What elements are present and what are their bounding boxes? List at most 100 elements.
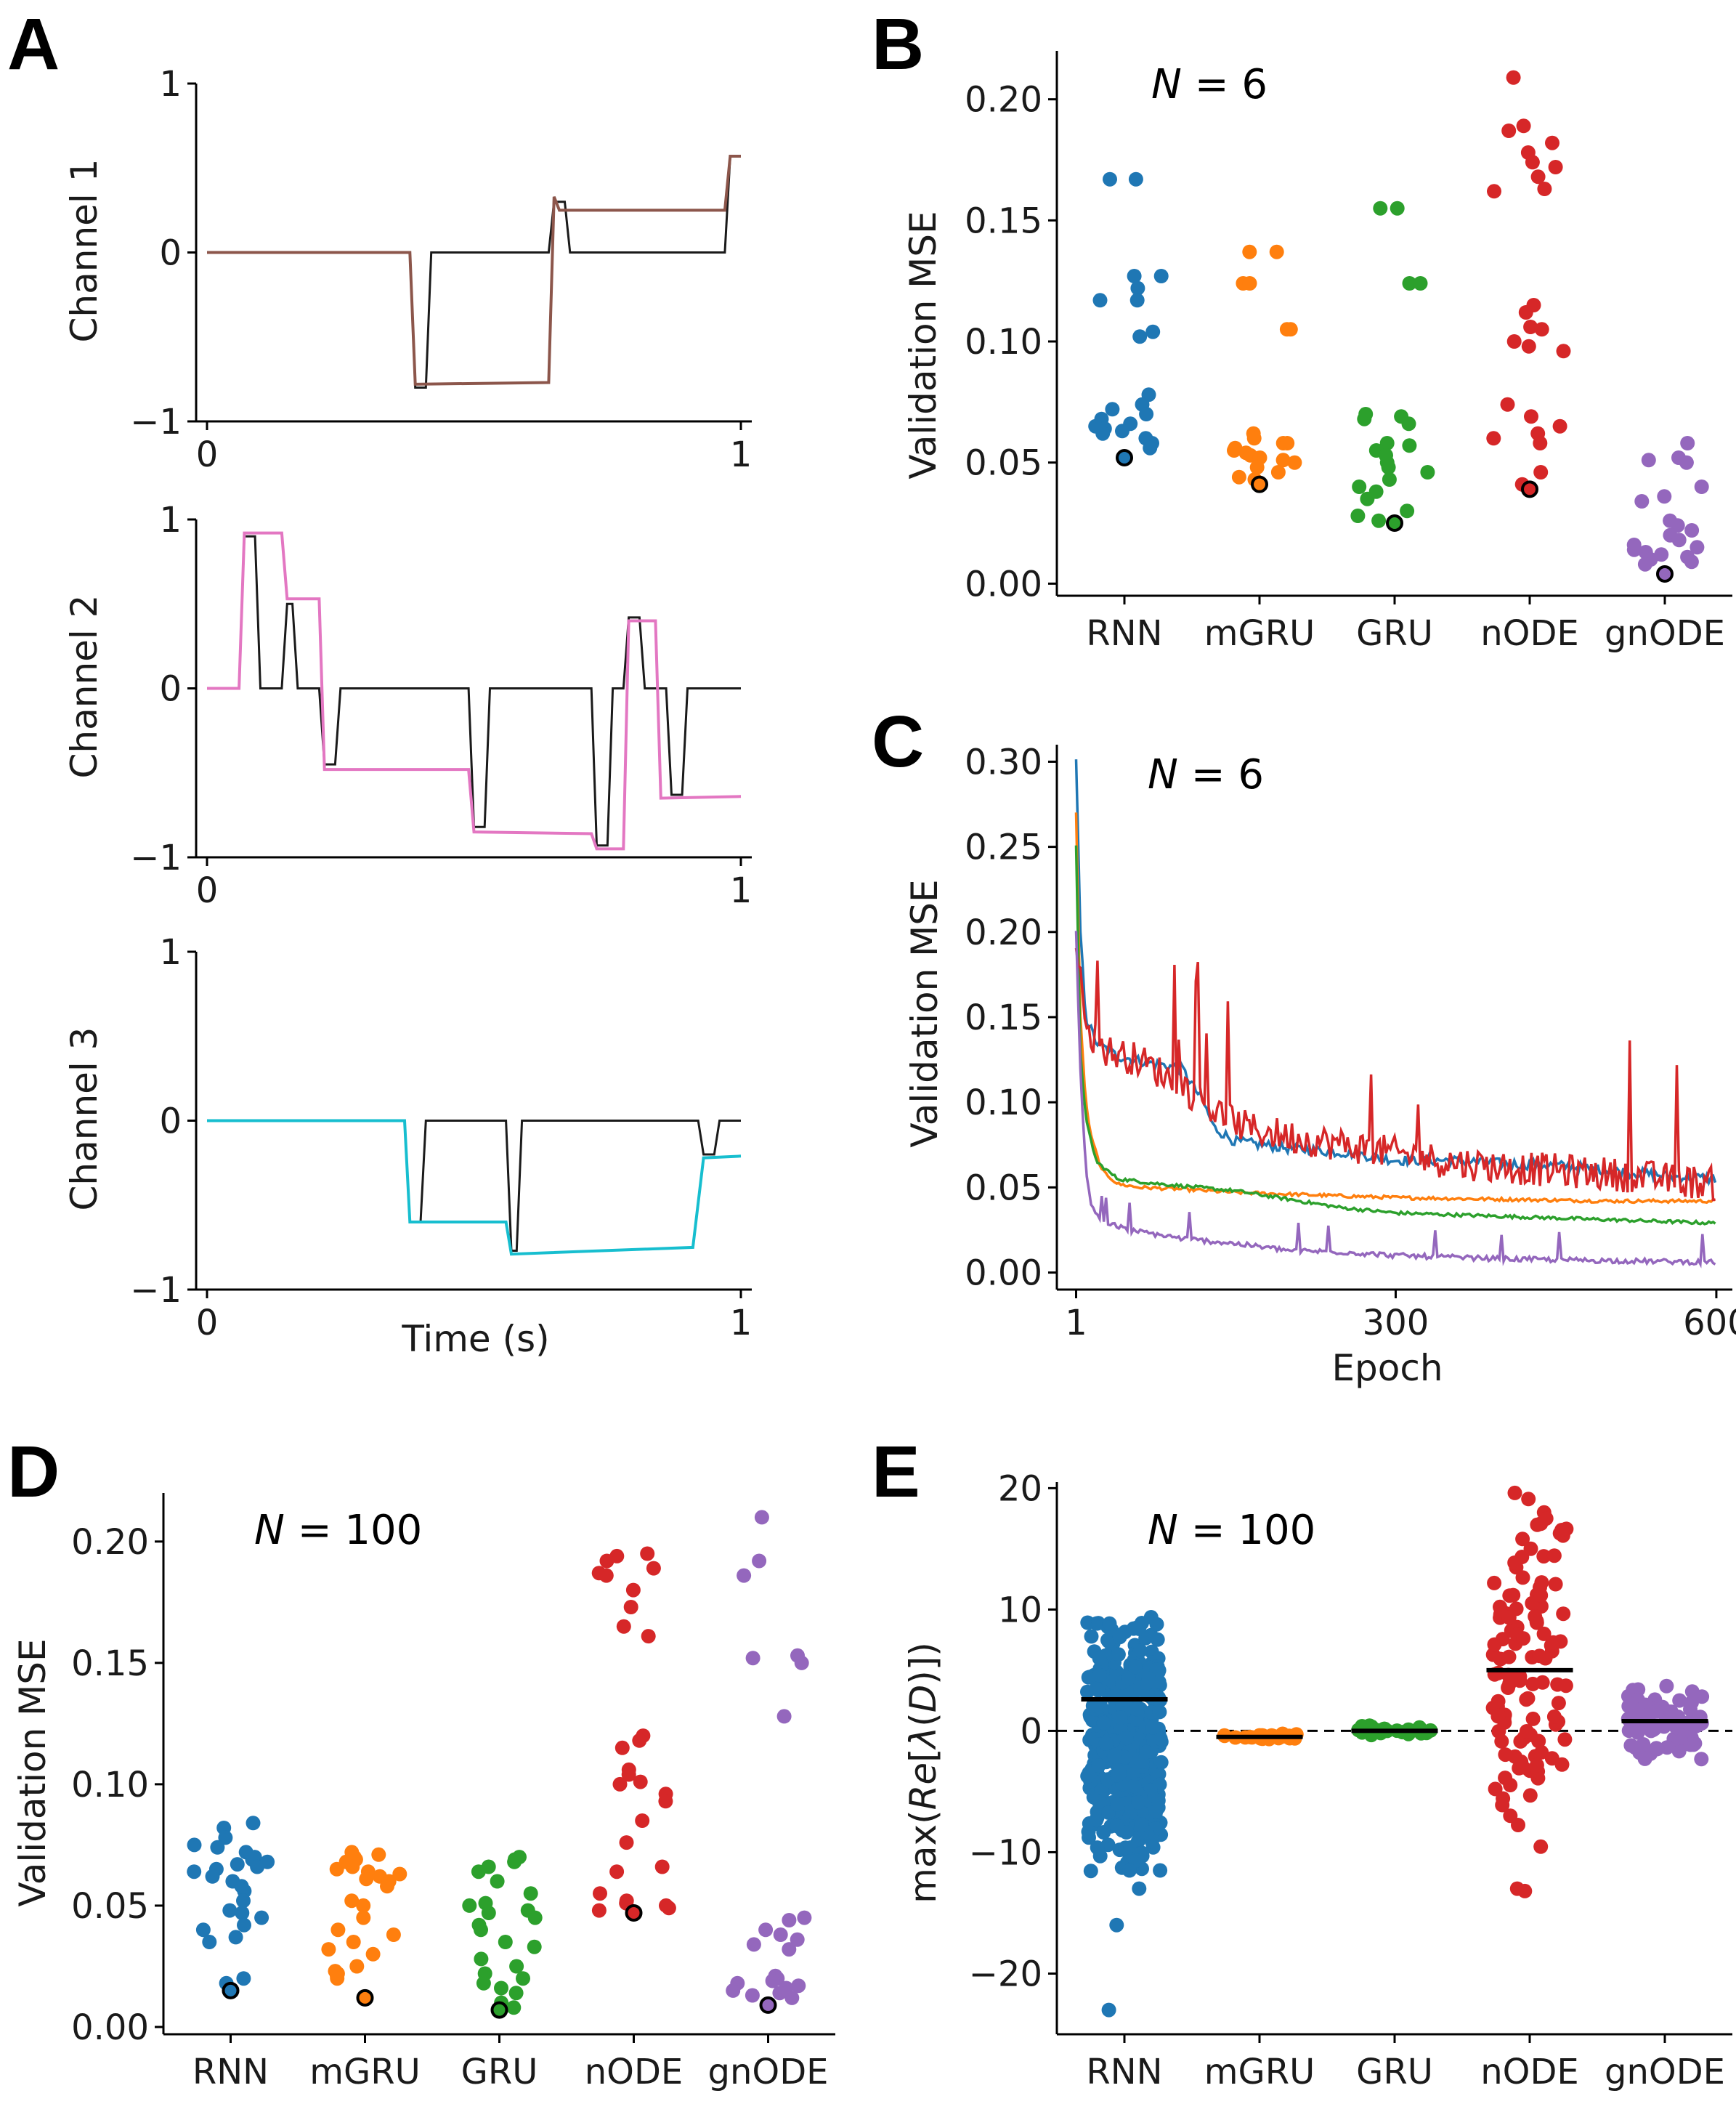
panel-d-y-tick-label: 0.10: [71, 1765, 149, 1805]
panel-b-point-rnn: [1132, 329, 1148, 344]
panel-b-point-node: [1545, 135, 1559, 150]
panel-d-point-node: [625, 1582, 641, 1598]
channel-y-tick-label: 1: [159, 64, 182, 105]
panel-e-point-gnode: [1686, 1737, 1701, 1752]
panel-e-outlier-rnn: [1122, 1863, 1137, 1878]
panel-e-point-gnode: [1636, 1737, 1651, 1752]
channel-x-tick-label: 0: [196, 870, 219, 911]
panel-e-point-gnode: [1621, 1723, 1636, 1739]
panel-b-point-mgru: [1231, 469, 1246, 485]
panel-e-point-rnn: [1110, 1797, 1124, 1812]
target-trace: [207, 535, 741, 847]
panel-e-point-rnn: [1153, 1755, 1169, 1770]
panel-b-point-gru: [1373, 201, 1388, 216]
panel-c-xlabel: Epoch: [1331, 1347, 1443, 1389]
panel-d-point-gnode: [790, 1932, 805, 1947]
panel-c-x-tick-label: 300: [1363, 1303, 1429, 1343]
panel-e-outlier-node: [1538, 1511, 1554, 1526]
panel-b-point-mgru: [1280, 436, 1295, 450]
panel-d-category-label: gnODE: [708, 2052, 829, 2092]
panel-d-point-node: [599, 1568, 614, 1583]
panel-d-point-gnode: [782, 1942, 797, 1957]
channel-x-tick-label: 0: [196, 1303, 219, 1343]
panel-d-point-gru: [498, 1935, 513, 1949]
panel-d-point-mgru: [380, 1879, 394, 1894]
panel-e-point-node: [1551, 1696, 1566, 1711]
panel-b-point-node: [1523, 320, 1538, 334]
panel-b-point-node: [1548, 160, 1563, 174]
panel-b-point-rnn: [1092, 293, 1108, 308]
panel-e-point-rnn: [1083, 1864, 1098, 1879]
panel-e-point-rnn: [1139, 1744, 1153, 1760]
panel-d-point-gnode: [772, 1986, 787, 2001]
panel-e-point-node: [1534, 1744, 1549, 1760]
panel-e-category-label: GRU: [1356, 2052, 1433, 2092]
panel-d-point-gnode: [745, 1651, 760, 1666]
panel-e-point-node: [1488, 1781, 1503, 1797]
panel-d-point-gnode: [791, 1978, 806, 1994]
panel-d-point-gru: [506, 2000, 522, 2015]
panel-e-point-node: [1525, 1676, 1541, 1691]
panel-e-category-label: gnODE: [1605, 2052, 1725, 2092]
panel-d-ylabel: Validation MSE: [12, 1638, 54, 1906]
panel-d-point-rnn: [237, 1917, 251, 1933]
panel-e-category-label: RNN: [1086, 2052, 1162, 2092]
panel-d-point-node: [658, 1794, 673, 1809]
panel-d-point-node: [632, 1733, 647, 1748]
panel-d-point-rnn: [246, 1816, 261, 1831]
panel-e-ylabel: max(Re[λ(D)]): [902, 1642, 944, 1903]
panel-d-point-node: [623, 1600, 638, 1614]
panel-b-y-tick-label: 0.15: [965, 201, 1042, 241]
panel-d-validation-mse-n100: N = 100 Validation MSE 0.00 0.05 0.10 0.15 0…: [12, 1493, 835, 2092]
panel-d-point-gnode: [776, 1709, 792, 1724]
panel-e-point-rnn: [1084, 1629, 1099, 1644]
panel-b-point-node: [1552, 418, 1567, 434]
panel-b-validation-mse-n6: N = 6 Validation MSE 0.00 0.05 0.10 0.15 0.2…: [902, 51, 1732, 654]
channel-1-plot: 1 0 −1 0 1 Channel 1: [63, 64, 752, 475]
panel-d-point-mgru: [359, 1872, 374, 1887]
panel-d-point-rnn: [236, 1971, 251, 1986]
panel-e-point-node: [1501, 1610, 1517, 1625]
panel-b-point-gru: [1371, 513, 1387, 528]
panel-d-point-gnode: [752, 1553, 767, 1569]
panel-e-point-node: [1519, 1724, 1534, 1739]
panel-d-point-gnode: [773, 1927, 788, 1942]
channel-ylabel: Channel 3: [63, 1027, 105, 1211]
panel-d-point-mgru: [365, 1946, 381, 1962]
panel-d-point-node: [616, 1619, 631, 1634]
panel-b-point-gru: [1402, 276, 1417, 291]
panel-d-point-gru: [474, 1922, 488, 1938]
panel-b-point-mgru: [1270, 465, 1286, 480]
panel-d-point-rnn: [205, 1869, 220, 1884]
panel-b-point-gru: [1381, 460, 1396, 475]
panel-e-point-node: [1556, 1606, 1571, 1622]
panel-b-point-rnn: [1153, 269, 1169, 283]
panel-d-point-rnn: [235, 1906, 250, 1920]
panel-e-y-tick-label: 20: [998, 1468, 1042, 1509]
panel-b-point-rnn: [1130, 280, 1145, 296]
panel-b-point-node: [1556, 344, 1571, 359]
panel-e-y-tick-label: −20: [969, 1954, 1042, 1994]
panel-e-category-label: nODE: [1480, 2052, 1579, 2092]
panel-e-point-gnode: [1650, 1741, 1665, 1757]
panel-e-point-node: [1546, 1635, 1561, 1650]
panel-b-point-gnode: [1679, 455, 1694, 470]
panel-e-point-node: [1516, 1760, 1530, 1775]
panel-e-outlier-rnn: [1101, 2002, 1116, 2018]
panel-d-point-rnn: [236, 1893, 251, 1909]
panel-b-best-point-gnode: [1656, 565, 1674, 583]
panel-d-point-node: [635, 1813, 650, 1828]
panel-e-point-rnn: [1110, 1768, 1124, 1783]
panel-c-x-tick-label: 600: [1683, 1303, 1736, 1343]
panel-b-point-node: [1533, 465, 1549, 480]
panel-e-outlier-rnn: [1132, 1881, 1147, 1896]
panel-e-point-rnn: [1089, 1681, 1103, 1696]
panel-b-point-node: [1530, 169, 1546, 185]
panel-e-point-rnn: [1098, 1736, 1114, 1751]
panel-e-point-node: [1538, 1651, 1553, 1666]
panel-e-point-node: [1506, 1669, 1521, 1684]
panel-e-point-rnn: [1096, 1825, 1111, 1840]
panel-b-point-mgru: [1246, 431, 1262, 446]
panel-e-point-rnn: [1114, 1710, 1128, 1725]
